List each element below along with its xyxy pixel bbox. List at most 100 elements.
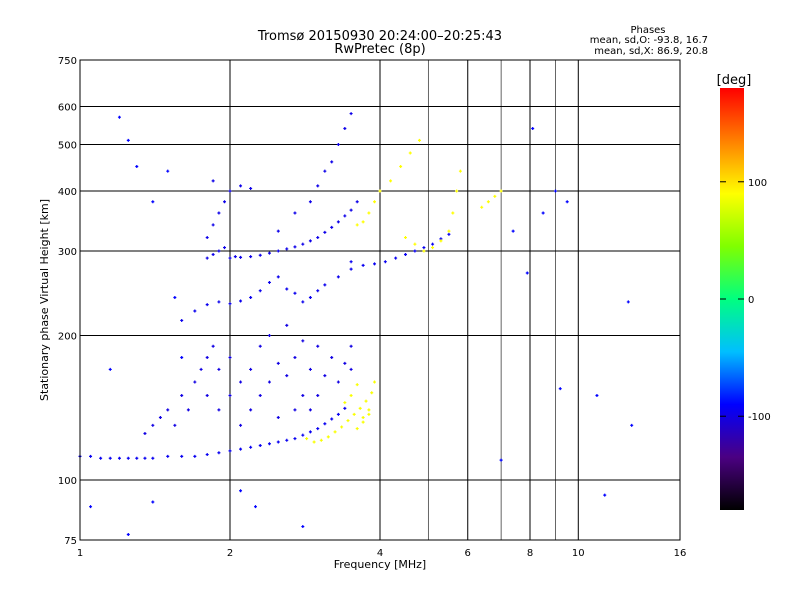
echo-point xyxy=(267,380,271,384)
echo-point xyxy=(336,220,340,224)
echo-point xyxy=(173,423,177,427)
echo-point xyxy=(276,361,280,365)
colorbar-ticks: 100 0 -100 xyxy=(720,178,771,423)
echo-point xyxy=(553,189,557,193)
echo-point xyxy=(431,246,435,250)
phases-heading: Phases xyxy=(630,25,665,36)
echo-point xyxy=(349,112,353,116)
echo-point xyxy=(180,454,184,458)
echo-point xyxy=(143,432,147,436)
echo-point xyxy=(249,255,253,259)
echo-point xyxy=(370,391,374,395)
echo-point xyxy=(343,214,347,218)
echo-point xyxy=(199,367,203,371)
echo-point xyxy=(558,387,562,391)
echo-point xyxy=(336,380,340,384)
echo-point xyxy=(330,160,334,164)
echo-point xyxy=(285,287,289,291)
echo-point xyxy=(525,271,529,275)
echo-point xyxy=(301,339,305,343)
echo-point xyxy=(301,242,305,246)
echo-point xyxy=(193,454,197,458)
echo-point xyxy=(166,169,170,173)
echo-point xyxy=(565,200,569,204)
echo-point xyxy=(316,427,320,431)
echo-point xyxy=(394,256,398,260)
echo-point xyxy=(455,189,459,193)
y-tick-label: 100 xyxy=(58,476,77,487)
echo-point xyxy=(403,236,407,240)
echo-point xyxy=(301,300,305,304)
echo-point xyxy=(211,223,215,227)
echo-point xyxy=(343,401,347,405)
echo-point xyxy=(367,408,371,412)
echo-point xyxy=(108,456,112,460)
echo-point xyxy=(603,493,607,497)
y-tick-label: 500 xyxy=(58,141,77,152)
echo-point xyxy=(186,408,190,412)
echo-point xyxy=(151,423,155,427)
echo-point xyxy=(349,260,353,264)
echo-point xyxy=(308,430,312,434)
echo-point xyxy=(285,374,289,378)
y-axis-label: Stationary phase Virtual Height [km] xyxy=(38,199,51,401)
echo-point xyxy=(211,179,215,183)
echo-point xyxy=(358,406,362,410)
echo-point xyxy=(403,253,407,257)
echo-point xyxy=(151,500,155,504)
echo-point xyxy=(361,420,365,424)
echo-point xyxy=(135,456,139,460)
echo-point xyxy=(166,454,170,458)
echo-point xyxy=(239,489,243,493)
echo-point xyxy=(151,456,155,460)
echo-point xyxy=(267,442,271,446)
echo-point xyxy=(330,355,334,359)
echo-point xyxy=(253,505,257,509)
y-tick-label: 75 xyxy=(64,536,77,547)
echo-point xyxy=(233,255,237,259)
echo-point xyxy=(630,423,634,427)
echo-point xyxy=(180,355,184,359)
echo-point xyxy=(367,412,371,416)
echo-point xyxy=(89,505,93,509)
echo-point xyxy=(399,164,403,168)
echo-point xyxy=(305,437,309,441)
echo-point xyxy=(293,437,297,441)
echo-point xyxy=(293,291,297,295)
echo-point xyxy=(276,275,280,279)
echo-point xyxy=(180,318,184,322)
echo-point xyxy=(458,169,462,173)
echo-point xyxy=(422,249,426,253)
echo-point xyxy=(343,361,347,365)
echo-point xyxy=(228,302,232,306)
echo-point xyxy=(349,208,353,212)
echo-point xyxy=(343,406,347,410)
echo-point xyxy=(486,200,490,204)
echo-point xyxy=(217,408,221,412)
x-tick-label: 8 xyxy=(527,548,533,559)
echo-point xyxy=(308,200,312,204)
echo-point xyxy=(228,394,232,398)
echo-point xyxy=(361,415,365,419)
echo-point xyxy=(249,186,253,190)
echo-point xyxy=(126,138,130,142)
echo-point xyxy=(336,275,340,279)
echo-point xyxy=(319,438,323,442)
echo-point xyxy=(301,433,305,437)
data-points xyxy=(78,112,634,537)
echo-point xyxy=(239,447,243,451)
echo-point xyxy=(228,449,232,453)
echo-point xyxy=(258,289,262,293)
echo-point xyxy=(316,236,320,240)
echo-point xyxy=(447,229,451,233)
x-tick-label: 2 xyxy=(227,548,233,559)
x-tick-label: 4 xyxy=(377,548,383,559)
echo-point xyxy=(308,296,312,300)
echo-point xyxy=(258,253,262,257)
phases-x-stats: mean, sd,X: 86.9, 20.8 xyxy=(594,46,708,57)
echo-point xyxy=(480,205,484,209)
echo-point xyxy=(451,211,455,215)
y-tick-label: 300 xyxy=(58,247,77,258)
echo-point xyxy=(285,323,289,327)
echo-point xyxy=(258,344,262,348)
